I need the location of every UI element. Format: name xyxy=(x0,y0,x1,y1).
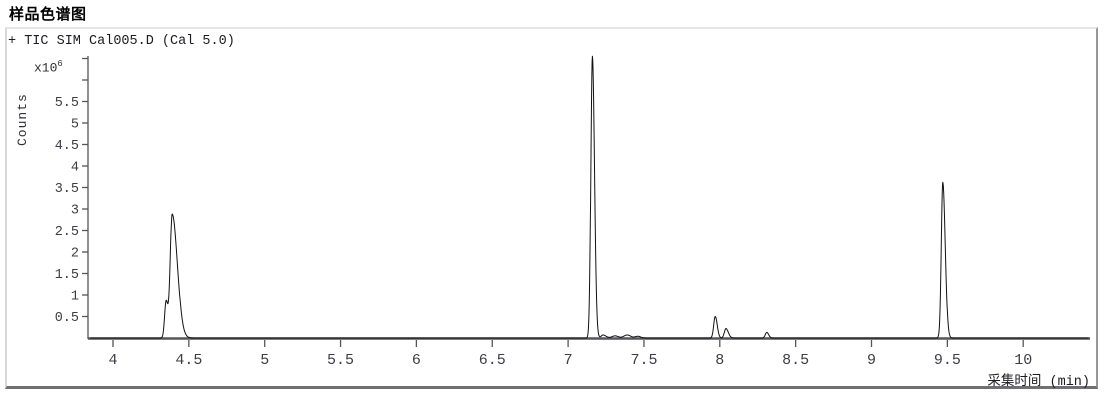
page-title: 样品色谱图 xyxy=(9,6,87,23)
y-tick-label: 3 xyxy=(71,204,79,219)
y-tick-label: 3.5 xyxy=(55,182,79,197)
x-tick-label: 6.5 xyxy=(479,352,506,369)
x-tick-label: 5.5 xyxy=(327,352,354,369)
y-tick-label: 0.5 xyxy=(55,311,79,326)
y-tick-label: 2 xyxy=(71,247,79,262)
x-tick-label: 4.5 xyxy=(175,352,202,369)
trace-header: + TIC SIM Cal005.D (Cal 5.0) xyxy=(8,34,235,49)
x-axis-title: 采集时间 (min) xyxy=(987,375,1090,390)
y-multiplier-exponent: 6 xyxy=(57,59,63,69)
x-tick-label: 9.5 xyxy=(934,352,961,369)
y-axis-multiplier-label: x106 xyxy=(34,59,63,75)
x-tick-label: 7 xyxy=(564,352,573,369)
y-tick-label: 2.5 xyxy=(55,225,79,240)
y-tick-label: 4 xyxy=(71,161,79,176)
x-tick-label: 10 xyxy=(1014,352,1032,369)
y-tick-label: 5.5 xyxy=(55,96,79,111)
y-tick-label: 1 xyxy=(71,290,79,305)
x-tick-label: 8 xyxy=(715,352,724,369)
y-multiplier-base: x10 xyxy=(34,60,58,76)
y-tick-label: 1.5 xyxy=(55,268,79,283)
tic-trace-path xyxy=(90,55,1089,339)
x-tick-label: 7.5 xyxy=(630,352,657,369)
y-tick-label: 5 xyxy=(71,118,79,133)
x-tick-label: 5 xyxy=(260,352,269,369)
chromatogram-panel: 0.5 1 1.5 2 2.5 3 3.5 4 4.5 5 5.5 4 4.5 5 5.5 6 6.5 7 7.5 8… xyxy=(5,27,1098,390)
x-tick-label: 9 xyxy=(867,352,876,369)
chromatogram-canvas: 0.5 1 1.5 2 2.5 3 3.5 4 4.5 5 5.5 4 4.5 5 5.5 6 6.5 7 7.5 8… xyxy=(55,55,1090,369)
x-tick-label: 8.5 xyxy=(782,352,809,369)
y-axis-unit-label: Counts xyxy=(15,93,30,146)
y-tick-label: 4.5 xyxy=(55,139,79,154)
x-tick-label: 6 xyxy=(412,352,421,369)
x-tick-label: 4 xyxy=(108,352,117,369)
